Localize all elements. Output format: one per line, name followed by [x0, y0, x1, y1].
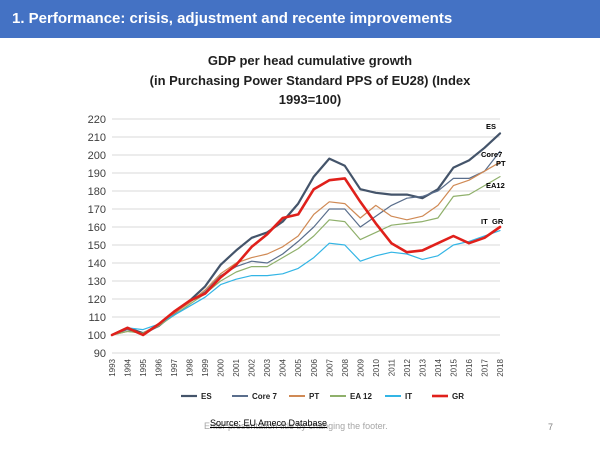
- end-label-es: ES: [486, 122, 496, 131]
- x-tick-label: 2004: [279, 358, 288, 376]
- y-tick-label: 130: [88, 276, 106, 288]
- end-label-pt: PT: [496, 159, 506, 168]
- x-tick-label: 2003: [263, 358, 272, 376]
- legend-label-es: ES: [201, 392, 212, 401]
- end-label-gr: GR: [492, 217, 504, 226]
- series-line-core-7: [111, 150, 501, 336]
- x-tick-label: 1993: [108, 358, 117, 376]
- end-label-ea12: EA12: [486, 181, 505, 190]
- y-tick-label: 180: [88, 186, 106, 198]
- y-tick-label: 150: [88, 240, 106, 252]
- legend-label-gr: GR: [452, 392, 464, 401]
- x-tick-label: 2012: [403, 358, 412, 376]
- y-tick-label: 110: [88, 312, 106, 324]
- x-tick-label: 2018: [496, 358, 505, 376]
- end-label-it: IT: [481, 217, 488, 226]
- x-tick-label: 2007: [325, 358, 334, 376]
- x-tick-label: 1995: [139, 358, 148, 376]
- y-tick-label: 200: [88, 150, 106, 162]
- x-tick-label: 1998: [186, 358, 195, 376]
- chart-title-line-1: GDP per head cumulative growth: [207, 53, 413, 68]
- x-tick-label: 2008: [341, 358, 350, 376]
- x-tick-label: 2002: [248, 358, 257, 376]
- x-tick-label: 2005: [294, 358, 303, 376]
- x-tick-label: 2011: [387, 358, 396, 376]
- chart-title-line-3: 1993=100): [278, 92, 342, 107]
- y-tick-label: 190: [88, 168, 106, 180]
- x-tick-label: 2009: [356, 358, 365, 376]
- y-tick-label: 90: [94, 348, 106, 360]
- x-tick-label: 1994: [124, 358, 133, 376]
- end-label-core7: Core7: [481, 150, 502, 159]
- footer-placeholder: Enter presentation title by changing the…: [204, 421, 388, 431]
- x-tick-label: 1996: [155, 358, 164, 376]
- chart-title-line-2: (in Purchasing Power Standard PPS of EU2…: [149, 73, 471, 88]
- y-tick-label: 100: [88, 330, 106, 342]
- legend-label-ea-12: EA 12: [350, 392, 372, 401]
- series-line-pt: [111, 161, 501, 336]
- x-tick-label: 1997: [170, 358, 179, 376]
- x-tick-label: 2014: [434, 358, 443, 376]
- legend-label-core-7: Core 7: [252, 392, 277, 401]
- y-tick-label: 210: [88, 132, 106, 144]
- y-tick-label: 220: [88, 114, 106, 126]
- x-tick-label: 2001: [232, 358, 241, 376]
- legend-label-it: IT: [405, 392, 412, 401]
- y-tick-label: 170: [88, 204, 106, 216]
- y-tick-label: 160: [88, 222, 106, 234]
- x-tick-label: 1999: [201, 358, 210, 376]
- x-tick-label: 2016: [465, 358, 474, 376]
- legend-label-pt: PT: [309, 392, 319, 401]
- series-line-it: [111, 230, 501, 336]
- page-number: 7: [548, 422, 554, 432]
- x-tick-label: 2017: [480, 358, 489, 376]
- source-note: Source: EU Ameco Database: [210, 418, 328, 428]
- y-tick-label: 140: [88, 258, 106, 270]
- slide-title: 1. Performance: crisis, adjustment and r…: [12, 10, 453, 27]
- chart-legend: ES Core 7 PT EA 12 IT GR: [181, 392, 464, 401]
- y-tick-label: 120: [88, 294, 106, 306]
- header-bar: [0, 0, 600, 38]
- x-tick-label: 2000: [217, 358, 226, 376]
- x-tick-label: 2006: [310, 358, 319, 376]
- x-tick-label: 2015: [449, 358, 458, 376]
- series-line-gr: [110, 177, 502, 337]
- x-tick-label: 2010: [372, 358, 381, 376]
- x-tick-label: 2013: [418, 358, 427, 376]
